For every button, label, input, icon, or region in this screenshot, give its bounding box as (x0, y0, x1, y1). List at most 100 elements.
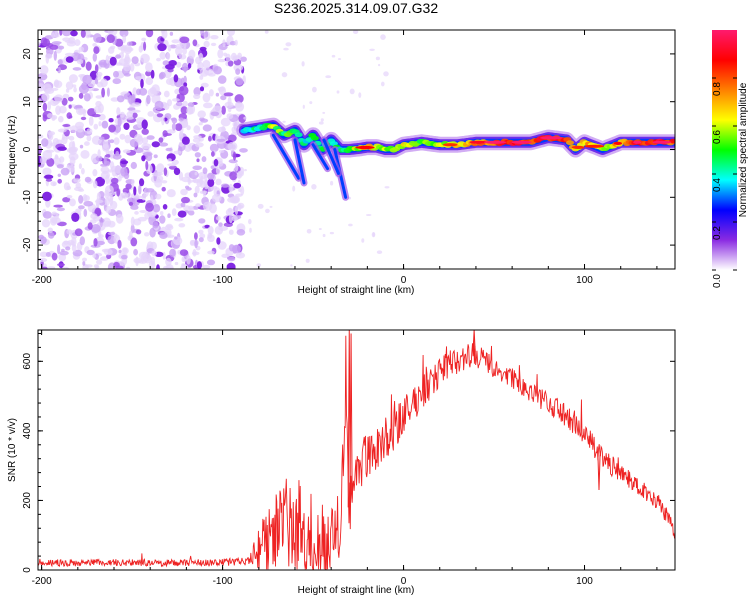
noise-blob (96, 74, 102, 81)
noise-blob (135, 76, 143, 80)
noise-blob (227, 207, 232, 213)
noise-blob (78, 163, 82, 170)
noise-speckle (38, 30, 390, 269)
noise-blob (100, 78, 108, 88)
noise-blob (138, 259, 148, 264)
noise-blob (109, 45, 116, 50)
noise-blob (78, 205, 85, 210)
noise-blob (151, 172, 162, 177)
noise-blob (198, 229, 204, 234)
noise-blob (146, 94, 151, 105)
noise-blob (131, 56, 139, 64)
noise-blob (301, 61, 305, 67)
noise-blob (264, 30, 269, 34)
noise-blob (380, 34, 386, 40)
noise-blob (145, 30, 154, 38)
noise-blob (60, 167, 70, 176)
noise-blob (229, 171, 238, 181)
noise-blob (185, 187, 192, 191)
noise-blob (56, 164, 64, 169)
noise-blob (130, 161, 137, 170)
noise-blob (203, 40, 210, 48)
noise-blob (173, 150, 182, 155)
noise-blob (194, 152, 201, 158)
noise-blob (131, 102, 141, 107)
noise-blob (80, 30, 86, 38)
noise-blob (162, 251, 166, 260)
noise-blob (42, 191, 52, 202)
noise-blob (95, 155, 103, 162)
noise-blob (144, 232, 150, 237)
noise-blob (235, 252, 246, 259)
noise-blob (66, 195, 73, 199)
noise-blob (67, 96, 74, 102)
noise-blob (160, 30, 165, 34)
noise-blob (94, 199, 104, 204)
noise-blob (160, 226, 167, 232)
noise-blob (82, 108, 86, 118)
noise-blob (186, 125, 191, 131)
noise-blob (62, 93, 70, 99)
y-tick-label: 0 (22, 567, 33, 573)
noise-blob (51, 211, 57, 215)
noise-blob (167, 163, 177, 167)
noise-blob (83, 208, 88, 217)
noise-blob (95, 176, 105, 187)
noise-blob (228, 213, 233, 224)
noise-blob (180, 188, 188, 196)
noise-blob (38, 146, 42, 150)
noise-blob (39, 65, 49, 75)
noise-blob (47, 101, 52, 111)
noise-blob (223, 92, 234, 97)
snr-spike (349, 333, 353, 499)
noise-blob (66, 41, 76, 47)
noise-blob (133, 186, 137, 196)
noise-blob (195, 203, 201, 208)
noise-blob (119, 133, 126, 140)
noise-blob (124, 134, 131, 144)
noise-blob (224, 101, 234, 109)
noise-blob (202, 92, 211, 103)
noise-blob (227, 60, 234, 67)
noise-blob (151, 250, 157, 257)
noise-blob (188, 170, 199, 179)
noise-blob (165, 223, 173, 229)
noise-blob (130, 205, 139, 210)
noise-blob (166, 52, 171, 60)
noise-blob (306, 229, 312, 234)
noise-blob (178, 85, 189, 96)
noise-blob (158, 137, 164, 143)
noise-blob (90, 213, 98, 220)
noise-blob (179, 36, 190, 44)
noise-blob (232, 244, 241, 254)
noise-blob (174, 261, 179, 266)
noise-blob (197, 110, 206, 118)
noise-blob (83, 93, 91, 102)
noise-blob (186, 106, 194, 115)
noise-blob (92, 53, 98, 62)
noise-blob (68, 146, 77, 156)
noise-blob (143, 41, 147, 51)
noise-blob (123, 122, 130, 130)
noise-blob (159, 232, 168, 239)
noise-blob (161, 186, 166, 192)
x-tick-label: 100 (576, 576, 593, 587)
noise-blob (62, 124, 71, 127)
noise-blob (156, 163, 165, 174)
signal-core (355, 145, 375, 150)
noise-blob (162, 265, 169, 269)
noise-blob (233, 182, 242, 189)
noise-blob (172, 98, 180, 102)
snr-line (38, 335, 675, 570)
noise-blob (199, 178, 203, 185)
colorbar-tick-label: 0.2 (712, 226, 723, 240)
noise-blob (194, 171, 198, 176)
noise-blob (71, 236, 77, 247)
noise-blob (198, 52, 204, 62)
noise-blob (163, 167, 168, 176)
noise-blob (207, 225, 214, 235)
noise-blob (58, 115, 64, 123)
noise-blob (127, 41, 133, 46)
noise-blob (113, 261, 120, 268)
noise-blob (129, 230, 133, 240)
